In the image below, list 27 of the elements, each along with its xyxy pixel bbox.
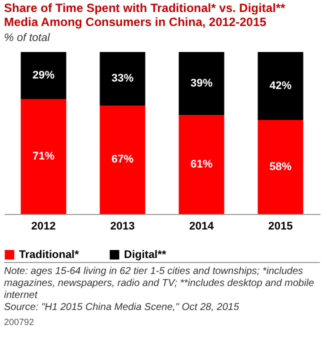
bar xyxy=(178,52,224,116)
text: 200792 xyxy=(4,317,36,328)
chart-title: Share of Time Spent with Traditional* vs. Digital** Media Among Consumers in China, 2012-2015 xyxy=(4,1,286,29)
bar xyxy=(20,98,66,214)
data-label: 67% xyxy=(111,154,134,166)
bar xyxy=(258,52,304,120)
legend-label: Digital** xyxy=(124,248,167,261)
bar xyxy=(178,115,224,214)
data-label: 71% xyxy=(32,150,55,162)
text: Note: ages 15-64 living in 62 tier 1-5 cities and townships; *includes magazines, newspapers, radio and TV; **includes desktop and mobile internet xyxy=(4,266,315,302)
data-label: 58% xyxy=(269,161,292,174)
bar xyxy=(100,105,146,214)
data-label: 39% xyxy=(190,78,213,90)
data-label: 29% xyxy=(32,69,55,82)
bar xyxy=(258,120,304,214)
x-tick-label: 2015 xyxy=(268,220,293,232)
data-label: 61% xyxy=(190,158,213,171)
x-tick-label: 2013 xyxy=(110,220,135,232)
x-tick-label: 2012 xyxy=(31,220,56,232)
legend-label: Traditional* xyxy=(19,248,80,261)
x-tick-label: 2014 xyxy=(189,220,215,232)
bar xyxy=(100,52,146,106)
source-note: Source: "H1 2015 China Media Scene," Oct 28, 2015 xyxy=(4,302,240,314)
data-label: 42% xyxy=(269,80,292,92)
data-label: 33% xyxy=(111,72,134,85)
chart-subtitle: % of total xyxy=(4,32,50,44)
bar xyxy=(20,52,66,99)
